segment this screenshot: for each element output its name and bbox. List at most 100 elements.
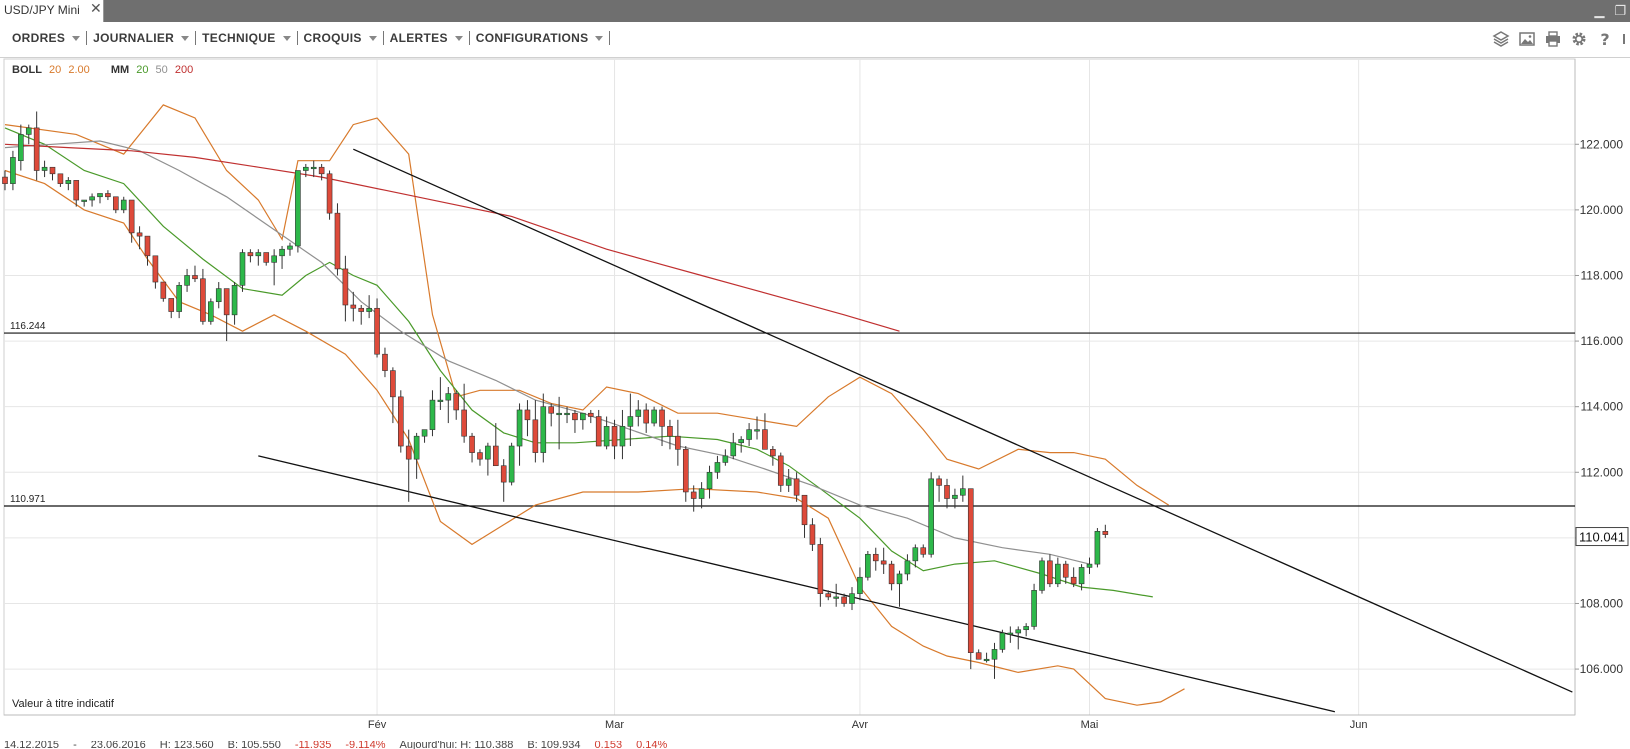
- boll-period: 20: [49, 64, 62, 76]
- candle: [801, 494, 808, 538]
- candle-body: [303, 166, 309, 171]
- candle: [675, 419, 681, 466]
- candle-body: [1078, 567, 1085, 585]
- range-end[interactable]: 23.06.2016: [90, 741, 146, 749]
- candle: [453, 390, 460, 420]
- candle-body: [1062, 563, 1069, 578]
- candle: [770, 446, 776, 466]
- candle-body: [421, 429, 428, 437]
- candle: [500, 459, 507, 502]
- candle-body: [556, 412, 562, 416]
- candle-body: [271, 255, 277, 263]
- candle: [548, 403, 555, 427]
- layers-icon[interactable]: [1492, 30, 1510, 48]
- candle: [223, 288, 230, 342]
- close-icon[interactable]: ✕: [90, 1, 102, 17]
- candle: [382, 347, 388, 378]
- candle-body: [65, 180, 72, 184]
- gear-icon[interactable]: [1570, 30, 1588, 48]
- candle: [762, 413, 768, 450]
- candle: [1102, 524, 1109, 538]
- candle: [152, 255, 159, 289]
- menu-croquis[interactable]: CROQUIS: [298, 31, 383, 45]
- candle: [144, 235, 151, 266]
- horizontal-level-label: 116.244: [10, 321, 46, 332]
- indicator-line: [4, 140, 1090, 565]
- candle-body: [675, 435, 681, 450]
- candle-body: [160, 281, 167, 299]
- candle-body: [952, 494, 958, 499]
- candle: [120, 196, 127, 214]
- candle-body: [445, 393, 452, 401]
- candle-body: [936, 478, 942, 486]
- menu-separator: [296, 31, 298, 45]
- candle: [374, 298, 380, 358]
- candle: [904, 554, 911, 581]
- menu-alertes[interactable]: ALERTES: [384, 31, 469, 45]
- help-icon[interactable]: ?: [1596, 30, 1614, 48]
- candle-body: [113, 196, 119, 211]
- candle: [983, 652, 990, 663]
- candle: [825, 590, 832, 601]
- candle-body: [176, 285, 182, 312]
- candle-body: [690, 491, 697, 499]
- candle-body: [714, 462, 721, 473]
- candle-body: [1102, 531, 1109, 535]
- candle-body: [991, 649, 998, 660]
- candle: [754, 416, 760, 440]
- menu-technique[interactable]: TECHNIQUE: [196, 31, 296, 45]
- candle: [65, 177, 72, 191]
- candle-body: [168, 298, 175, 312]
- y-tick-label: 122.000: [1580, 137, 1624, 151]
- menu-journalier[interactable]: JOURNALIER: [87, 31, 195, 45]
- period-change: -11.935: [294, 741, 332, 749]
- image-icon[interactable]: [1518, 30, 1536, 48]
- candle-body: [627, 416, 634, 427]
- y-tick-label: 116.000: [1581, 334, 1624, 348]
- plot-area: [3, 58, 1576, 716]
- candle: [643, 403, 649, 433]
- candle-body: [1047, 560, 1053, 585]
- candle-body: [1039, 560, 1045, 591]
- restore-icon[interactable]: ❐: [1614, 3, 1626, 19]
- candle: [611, 419, 618, 460]
- candle-body: [809, 524, 816, 545]
- candle-body: [342, 268, 349, 306]
- candle-body: [390, 370, 396, 398]
- candle: [168, 298, 175, 319]
- menu-configurations[interactable]: CONFIGURATIONS: [470, 31, 610, 45]
- candle: [469, 432, 475, 463]
- candle: [508, 442, 515, 486]
- print-icon[interactable]: [1544, 30, 1562, 48]
- minimize-icon[interactable]: ▁: [1594, 3, 1605, 19]
- candle-body: [580, 412, 586, 421]
- candle-body: [334, 212, 341, 270]
- x-tick-label: Fév: [368, 719, 387, 731]
- candle: [1039, 557, 1045, 594]
- candle: [310, 160, 317, 178]
- candle-body: [10, 157, 16, 184]
- menu-ordres[interactable]: ORDRES: [6, 31, 86, 45]
- candle-body: [888, 563, 895, 585]
- candle: [18, 124, 24, 171]
- candle-body: [508, 445, 515, 483]
- today-low: B: 109.934: [527, 741, 581, 749]
- collapse-icon[interactable]: [1622, 30, 1630, 48]
- menu-separator: [382, 31, 384, 45]
- candle: [295, 170, 301, 253]
- range-start[interactable]: 14.12.2015: [4, 741, 60, 749]
- candle-body: [469, 435, 475, 453]
- mm-period-50: 50: [155, 64, 168, 76]
- candle-body: [960, 488, 966, 496]
- chart-tab[interactable]: USD/JPY Mini ✕: [0, 0, 104, 22]
- candle-body: [785, 478, 792, 486]
- candle: [366, 295, 372, 319]
- x-tick-label: Jun: [1350, 719, 1368, 731]
- candle: [516, 403, 523, 466]
- candle: [817, 537, 824, 607]
- candle-body: [595, 416, 602, 447]
- candle-body: [500, 465, 507, 483]
- candle: [200, 268, 206, 325]
- current-price-label: 110.041: [1579, 530, 1625, 545]
